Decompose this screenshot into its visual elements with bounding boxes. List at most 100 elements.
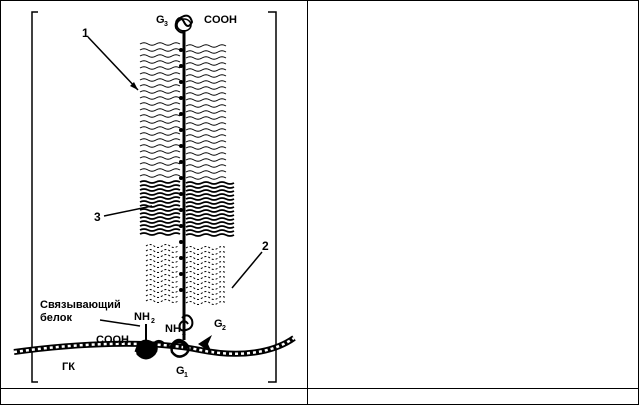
side-chain <box>185 201 235 205</box>
column-divider <box>307 0 308 405</box>
side-chain <box>145 269 179 273</box>
label-g3: G <box>156 14 165 26</box>
side-chain <box>139 60 181 64</box>
label-nh2-left: NH <box>134 311 150 323</box>
label-1: 1 <box>82 26 89 40</box>
attachment-dot <box>179 96 183 100</box>
side-chain <box>185 193 235 197</box>
side-chain <box>139 188 181 192</box>
right-bracket <box>268 11 277 383</box>
side-chain <box>185 217 235 221</box>
label-g3-sub: 3 <box>164 21 168 28</box>
side-chain <box>139 120 181 124</box>
side-chain <box>145 244 179 248</box>
side-chain <box>139 228 181 232</box>
attachment-dot <box>179 48 183 52</box>
side-chain <box>139 84 181 88</box>
side-chain <box>185 158 227 162</box>
side-chain <box>185 164 227 168</box>
attachment-dot <box>179 272 183 276</box>
side-chain <box>139 156 181 160</box>
side-chain <box>145 274 179 278</box>
label-nh2-center: NH <box>165 323 181 335</box>
attachment-dot <box>179 224 183 228</box>
bottom-rule <box>0 388 639 389</box>
side-chain <box>145 279 179 283</box>
side-chain <box>185 251 227 255</box>
side-chain <box>139 90 181 94</box>
side-chain <box>145 299 179 303</box>
attachment-dot <box>179 160 183 164</box>
side-chain <box>139 132 181 136</box>
side-chain <box>139 208 181 212</box>
attachment-dot <box>179 288 183 292</box>
side-chain <box>185 152 227 156</box>
side-chain <box>185 296 227 300</box>
attachment-dot <box>179 208 183 212</box>
side-chain <box>185 122 227 126</box>
side-chain <box>139 168 181 172</box>
side-chain <box>139 220 181 224</box>
label-binding-protein-1: Связывающий <box>40 299 121 311</box>
attachment-dot <box>179 192 183 196</box>
side-chain <box>139 150 181 154</box>
g1-globule <box>168 338 190 358</box>
side-chain <box>185 246 227 250</box>
side-chain <box>145 264 179 268</box>
side-chain <box>139 162 181 166</box>
side-chain <box>145 249 179 253</box>
side-chain <box>139 212 181 216</box>
side-chain <box>145 254 179 258</box>
leader-3 <box>103 205 153 217</box>
chondroitin-sulfate-chains <box>139 42 227 180</box>
side-chain <box>185 80 227 84</box>
g2-globule <box>178 314 194 332</box>
axis-attachment-dots <box>179 48 183 292</box>
side-chain <box>145 294 179 298</box>
g3-globule <box>174 14 194 34</box>
keratan-sulfate-chains <box>145 244 227 305</box>
side-chain <box>185 221 235 225</box>
side-chain <box>139 196 181 200</box>
side-chain <box>185 56 227 60</box>
side-chain <box>139 54 181 58</box>
side-chain <box>185 225 235 229</box>
side-chain <box>139 232 181 236</box>
side-chain <box>139 126 181 130</box>
side-chain <box>185 128 227 132</box>
side-chain <box>185 181 235 185</box>
side-chain <box>185 197 235 201</box>
side-chain <box>185 98 227 102</box>
attachment-dot <box>179 144 183 148</box>
side-chain <box>185 170 227 174</box>
side-chain <box>139 216 181 220</box>
side-chain <box>185 185 235 189</box>
side-chain <box>139 96 181 100</box>
side-chain <box>139 102 181 106</box>
label-binding-protein-2: белок <box>40 312 72 324</box>
side-chain <box>139 192 181 196</box>
label-cooh-top: COOH <box>204 14 237 26</box>
side-chain <box>139 184 181 188</box>
attachment-dot <box>179 240 183 244</box>
side-chain <box>139 66 181 70</box>
side-chain <box>185 86 227 90</box>
side-chain <box>185 116 227 120</box>
side-chain <box>139 200 181 204</box>
label-g2: G <box>214 318 223 330</box>
label-2: 2 <box>262 239 269 253</box>
side-chain <box>185 233 235 237</box>
side-chain <box>185 291 227 295</box>
label-nh2-left-sub: 2 <box>151 318 155 325</box>
side-chain <box>139 138 181 142</box>
cleavage-arrowhead <box>198 335 212 353</box>
side-chain <box>185 62 227 66</box>
side-chain <box>185 276 227 280</box>
attachment-dot <box>179 128 183 132</box>
side-chain <box>139 180 181 184</box>
side-chain <box>139 174 181 178</box>
side-chain <box>185 140 227 144</box>
side-chain <box>185 92 227 96</box>
side-chain <box>139 204 181 208</box>
